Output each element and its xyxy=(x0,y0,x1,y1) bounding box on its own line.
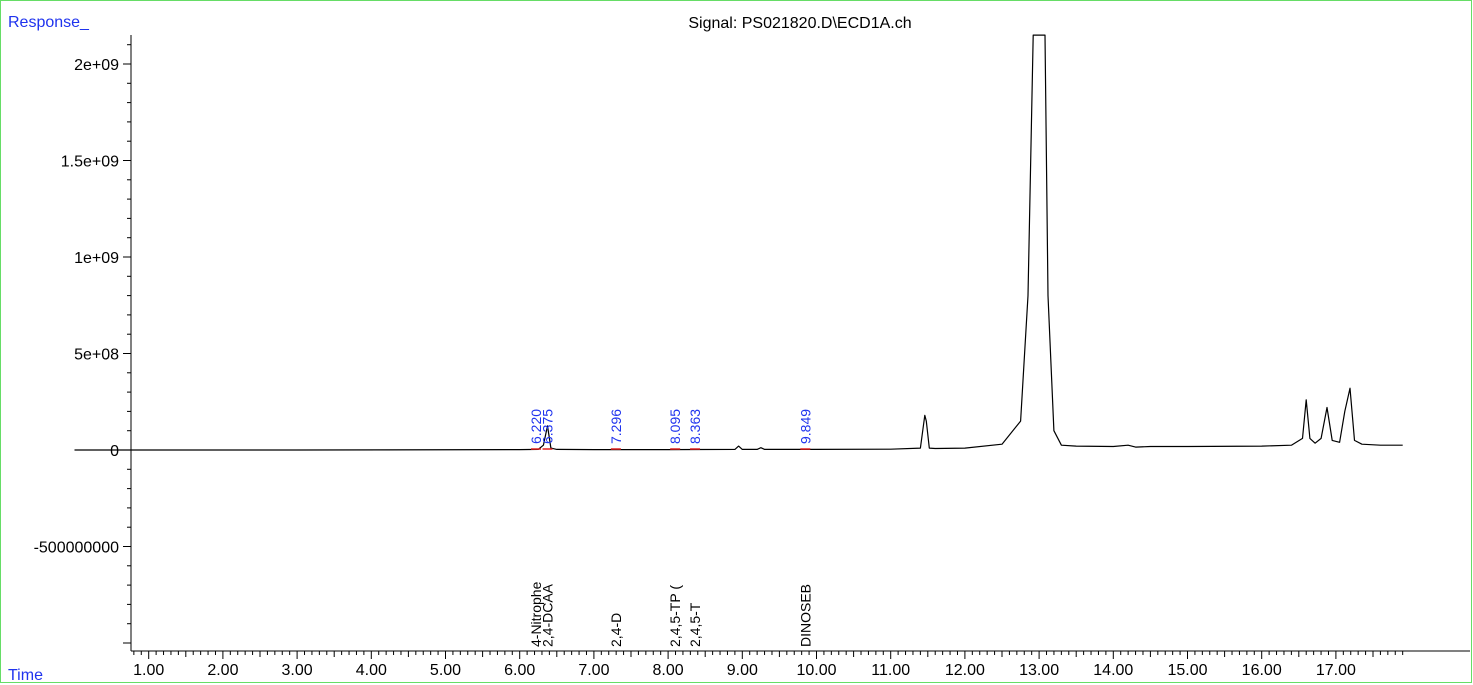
compound-label: 4-Nitrophe xyxy=(528,581,544,647)
x-tick-label: 1.00 xyxy=(133,662,164,679)
peak-rt-label: 6.375 xyxy=(540,409,556,444)
y-tick-label: 0 xyxy=(110,443,119,460)
x-tick-label: 3.00 xyxy=(282,662,313,679)
x-tick-label: 15.00 xyxy=(1167,662,1207,679)
x-tick-label: 16.00 xyxy=(1242,662,1282,679)
signal-trace-group xyxy=(74,34,1403,451)
x-tick-label: 10.00 xyxy=(796,662,836,679)
x-axis-label: Time xyxy=(8,667,43,684)
y-tick-label: 2e+09 xyxy=(74,57,119,74)
peak-rt-label: 6.220 xyxy=(528,409,544,444)
peak-rt-label: 9.849 xyxy=(797,409,813,444)
x-tick-label: 12.00 xyxy=(945,662,985,679)
x-tick-label: 4.00 xyxy=(356,662,387,679)
x-tick-label: 8.00 xyxy=(653,662,684,679)
x-tick-label: 13.00 xyxy=(1019,662,1059,679)
y-tick-label: 5e+08 xyxy=(74,347,119,364)
x-tick-label: 17.00 xyxy=(1316,662,1356,679)
x-tick-label: 14.00 xyxy=(1093,662,1133,679)
peak-rt-label: 7.296 xyxy=(608,409,624,444)
x-tick-label: 5.00 xyxy=(430,662,461,679)
compound-label: 2,4-D xyxy=(608,613,624,647)
x-tick-label: 2.00 xyxy=(207,662,238,679)
x-tick-label: 6.00 xyxy=(504,662,535,679)
compound-label: 2,4,5-TP ( xyxy=(667,585,683,647)
chart-title: Signal: PS021820.D\ECD1A.ch xyxy=(688,15,912,32)
x-tick-label: 7.00 xyxy=(578,662,609,679)
peak-rt-label: 8.363 xyxy=(687,409,703,444)
signal-trace xyxy=(74,34,1403,451)
compound-label: 2,4-DCAA xyxy=(540,583,556,647)
y-tick-label: 1.5e+09 xyxy=(61,154,119,171)
peak-rt-label: 8.095 xyxy=(667,409,683,444)
compound-label: 2,4,5-T xyxy=(687,602,703,647)
x-axis: 1.00 2.00 3.00 4.00 5.00 6.00 7.00 8.00 9.00 10.0… xyxy=(131,650,1470,679)
y-axis-label: Response_ xyxy=(8,14,89,31)
x-tick-label: 11.00 xyxy=(871,662,910,679)
compound-label: DINOSEB xyxy=(797,584,813,647)
y-tick-label: 1e+09 xyxy=(74,250,119,267)
y-tick-label: -500000000 xyxy=(34,540,120,557)
x-tick-label: 9.00 xyxy=(727,662,758,679)
y-axis: 2e+09 1.5e+09 1e+09 5e+08 0 -500000000 xyxy=(34,35,132,651)
